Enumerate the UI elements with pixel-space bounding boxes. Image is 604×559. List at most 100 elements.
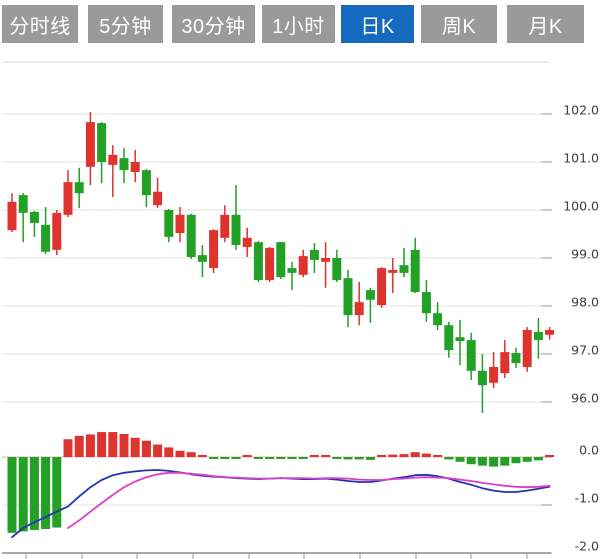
- macd-bar: [500, 457, 510, 466]
- candle-body: [29, 211, 39, 223]
- candle-body: [186, 214, 196, 258]
- macd-bar: [511, 457, 521, 464]
- macd-bar: [63, 439, 73, 457]
- candle-body: [500, 352, 510, 374]
- macd-bar: [388, 454, 398, 457]
- price-tick-label: 101.0: [563, 151, 599, 166]
- macd-bar: [231, 457, 241, 459]
- grid-layer: [2, 61, 552, 559]
- indicator-tick-label: 0.0: [579, 443, 599, 458]
- candle-body: [108, 154, 118, 165]
- macd-bar: [220, 457, 230, 459]
- candles-layer: [7, 112, 555, 414]
- macd-bar: [533, 457, 543, 461]
- candle-body: [242, 237, 252, 247]
- macd-bar: [153, 444, 163, 457]
- candle-body: [455, 337, 465, 342]
- candle-body: [321, 258, 331, 262]
- macd-bar: [545, 455, 555, 457]
- candle-body: [466, 340, 476, 371]
- tab-1小时[interactable]: 1小时: [262, 5, 335, 43]
- candle-body: [489, 366, 499, 383]
- macd-bar: [175, 450, 185, 457]
- price-tick-label: 96.0: [571, 391, 599, 406]
- macd-bar: [343, 457, 353, 460]
- macd-bar: [253, 457, 263, 459]
- macd-bar: [119, 433, 129, 457]
- candle-body: [130, 162, 140, 173]
- macd-bar: [197, 455, 207, 457]
- candle-body: [74, 182, 84, 194]
- tab-周K[interactable]: 周K: [421, 5, 497, 43]
- macd-bar: [477, 457, 487, 466]
- candle-body: [511, 353, 521, 364]
- candle-body: [388, 270, 398, 273]
- macd-bar: [287, 457, 297, 459]
- macd-bar: [276, 457, 286, 459]
- price-axis-labels: 102.0 101.0 100.0 99.0 98.0 97.0 96.0 0.0 -1.0 -2…: [563, 103, 599, 554]
- price-tick-label: 98.0: [571, 295, 599, 310]
- macd-bar: [455, 457, 465, 462]
- macd-bar: [52, 457, 62, 528]
- macd-lines-layer: [11, 469, 551, 539]
- macd-bar: [444, 457, 454, 460]
- candle-body: [175, 214, 185, 234]
- macd-bar: [321, 455, 331, 457]
- candle-body: [354, 302, 364, 316]
- candle-body: [141, 170, 151, 196]
- price-tick-label: 102.0: [563, 103, 599, 118]
- macd-bar: [399, 454, 409, 457]
- tab-月K[interactable]: 月K: [507, 5, 584, 43]
- candle-body: [377, 268, 387, 306]
- macd-bar: [354, 457, 364, 460]
- macd-bar: [41, 457, 51, 529]
- candle-body: [85, 122, 95, 167]
- macd-bar: [421, 453, 431, 457]
- tab-日K[interactable]: 日K: [341, 5, 414, 43]
- candle-body: [209, 230, 219, 269]
- candle-body: [433, 313, 443, 326]
- candle-body: [477, 370, 487, 386]
- candle-body: [533, 331, 543, 341]
- macd-bar: [242, 455, 252, 457]
- macd-histogram-layer: [7, 432, 555, 533]
- macd-bar: [265, 457, 275, 459]
- candle-body: [287, 268, 297, 273]
- candle-body: [7, 201, 17, 231]
- candle-body: [365, 290, 375, 300]
- price-tick-label: 99.0: [571, 247, 599, 262]
- candle-body: [332, 258, 342, 281]
- macd-bar: [74, 435, 84, 457]
- indicator-tick-label: -2.0: [575, 539, 599, 554]
- macd-bar: [298, 457, 308, 459]
- macd-bar: [466, 457, 476, 465]
- macd-bar: [29, 457, 39, 530]
- price-tick-label: 100.0: [563, 199, 599, 214]
- tab-30分钟[interactable]: 30分钟: [172, 5, 255, 43]
- candle-body: [399, 265, 409, 273]
- macd-bar: [164, 447, 174, 457]
- macd-bar: [522, 457, 532, 462]
- candle-body: [253, 242, 263, 281]
- macd-bar: [18, 457, 28, 532]
- candle-body: [164, 210, 174, 237]
- candle-body: [153, 191, 163, 206]
- candle-body: [522, 330, 532, 367]
- macd-bar: [209, 457, 219, 459]
- candle-body: [343, 278, 353, 316]
- candle-body: [298, 256, 308, 275]
- candle-body: [276, 242, 286, 278]
- candle-body: [545, 330, 555, 335]
- candle-body: [421, 292, 431, 314]
- candle-body: [410, 249, 420, 293]
- macd-bar: [186, 452, 196, 457]
- tab-5分钟[interactable]: 5分钟: [88, 5, 163, 43]
- candle-body: [220, 214, 230, 238]
- macd-bar: [332, 457, 342, 459]
- macd-bar: [108, 432, 118, 457]
- candle-body: [444, 325, 454, 351]
- tab-分时线[interactable]: 分时线: [2, 5, 78, 43]
- candle-body: [119, 158, 129, 171]
- candle-body: [63, 182, 73, 215]
